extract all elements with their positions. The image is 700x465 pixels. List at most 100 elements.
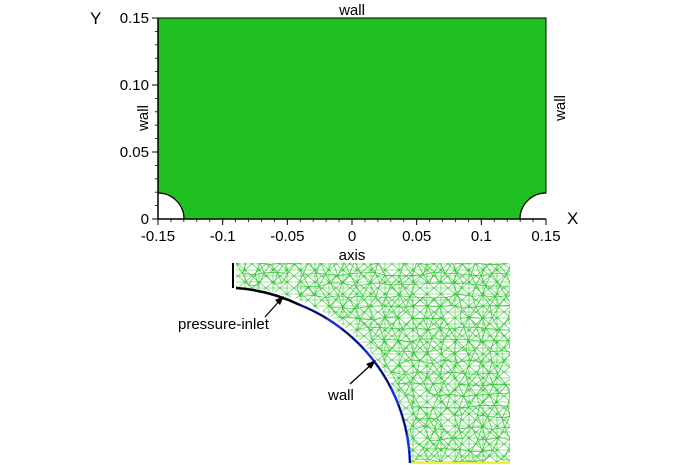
mesh-edge	[450, 393, 464, 397]
mesh-edge	[384, 274, 400, 277]
mesh-edge	[454, 349, 467, 353]
mesh-edge	[330, 282, 339, 296]
mesh-edge	[506, 265, 510, 274]
mesh-edge	[374, 272, 381, 284]
mesh-edge	[428, 407, 434, 419]
mesh-edge	[482, 317, 493, 319]
mesh-edge	[451, 362, 457, 373]
mesh-edge	[452, 273, 457, 284]
mesh-edge	[423, 271, 435, 275]
mesh-edge	[486, 436, 500, 441]
mesh-edge	[402, 327, 417, 330]
mesh-edge	[493, 339, 508, 342]
mesh-edge	[494, 285, 501, 298]
mesh-edge	[355, 272, 362, 287]
mesh-edge	[450, 294, 459, 306]
mesh-edge	[504, 427, 510, 440]
mesh-edge	[480, 264, 487, 276]
mesh-edge	[476, 327, 486, 329]
mesh-edge	[476, 394, 490, 396]
mesh-edge	[401, 275, 413, 285]
mesh-edge	[440, 371, 453, 375]
mesh-edge	[472, 296, 477, 308]
mesh-edge	[315, 273, 319, 287]
mesh-edge	[369, 283, 377, 297]
mesh-edge	[426, 263, 437, 266]
mesh-edge	[416, 263, 424, 275]
mesh-edge	[463, 274, 472, 284]
y-tick-group: 0 0.05 0.10 0.15	[120, 10, 158, 228]
mesh-edge	[427, 338, 433, 352]
x-tick-label: 0.05	[402, 228, 431, 245]
mesh-edge	[415, 406, 421, 419]
mesh-edge	[446, 297, 452, 306]
mesh-edge	[451, 372, 459, 385]
mesh-edge	[439, 429, 445, 441]
mesh-edge	[479, 405, 489, 417]
mesh-edge	[348, 295, 363, 298]
mesh-edge	[391, 316, 398, 329]
mesh-edge	[470, 274, 477, 285]
mesh-edge	[284, 263, 289, 274]
mesh-edge	[410, 359, 418, 373]
mesh-edge	[460, 449, 463, 461]
mesh-edge	[383, 328, 393, 340]
mesh-edge	[458, 407, 463, 416]
mesh-edge	[342, 307, 349, 318]
mesh-edge	[439, 439, 448, 450]
mesh-edge	[439, 318, 445, 328]
mesh-edge	[435, 448, 441, 463]
mesh-edge	[409, 296, 415, 306]
mesh-edge	[410, 371, 418, 383]
mesh-edge	[458, 414, 463, 429]
mesh-edge	[313, 295, 327, 298]
mesh-edge	[383, 338, 399, 341]
mesh-edge	[423, 297, 429, 307]
mesh-edge	[390, 306, 398, 317]
mesh-edge	[439, 327, 450, 330]
mesh-edge	[405, 307, 413, 319]
mesh-edge	[461, 306, 476, 309]
mesh-edge	[424, 426, 436, 430]
mesh-edge	[405, 296, 411, 308]
mesh-edge	[259, 263, 265, 274]
mesh-edge	[434, 418, 439, 429]
mesh-edge	[493, 339, 503, 351]
mesh-edge	[454, 407, 460, 416]
mesh-edge	[443, 328, 450, 340]
mesh-edge	[294, 263, 303, 265]
y-tick-label: 0.10	[120, 77, 149, 94]
mesh-edge	[511, 352, 519, 363]
mesh-edge	[433, 271, 439, 284]
mesh-edge	[411, 275, 415, 285]
mesh-edge	[456, 263, 463, 274]
mesh-edge	[494, 393, 500, 406]
mesh-edge	[302, 263, 309, 275]
mesh-edge	[491, 264, 499, 274]
mesh-edge	[264, 272, 278, 274]
mesh-edge	[416, 360, 420, 372]
mesh-edge	[370, 263, 379, 266]
mesh-edge	[438, 382, 445, 396]
mesh-edge	[368, 296, 377, 307]
mesh-edge	[482, 373, 490, 386]
mesh-edge	[492, 436, 500, 451]
mesh-edge	[399, 295, 407, 308]
mesh-edge	[477, 439, 483, 452]
mesh-edge	[463, 396, 469, 408]
mesh-edge	[399, 284, 403, 296]
mesh-edge	[413, 440, 424, 449]
mesh-edge	[463, 317, 470, 328]
mesh-edge	[439, 304, 452, 308]
mesh-edge	[255, 272, 265, 275]
mesh-edge	[443, 382, 451, 395]
mesh-edge	[399, 263, 404, 276]
mesh-edge	[434, 296, 447, 299]
mesh-edge	[475, 295, 484, 308]
mesh-edge	[349, 263, 355, 274]
mesh-edge	[325, 263, 333, 275]
x-tick-label: -0.05	[270, 228, 304, 245]
mesh-edge	[511, 297, 519, 305]
mesh-edge	[422, 274, 430, 284]
